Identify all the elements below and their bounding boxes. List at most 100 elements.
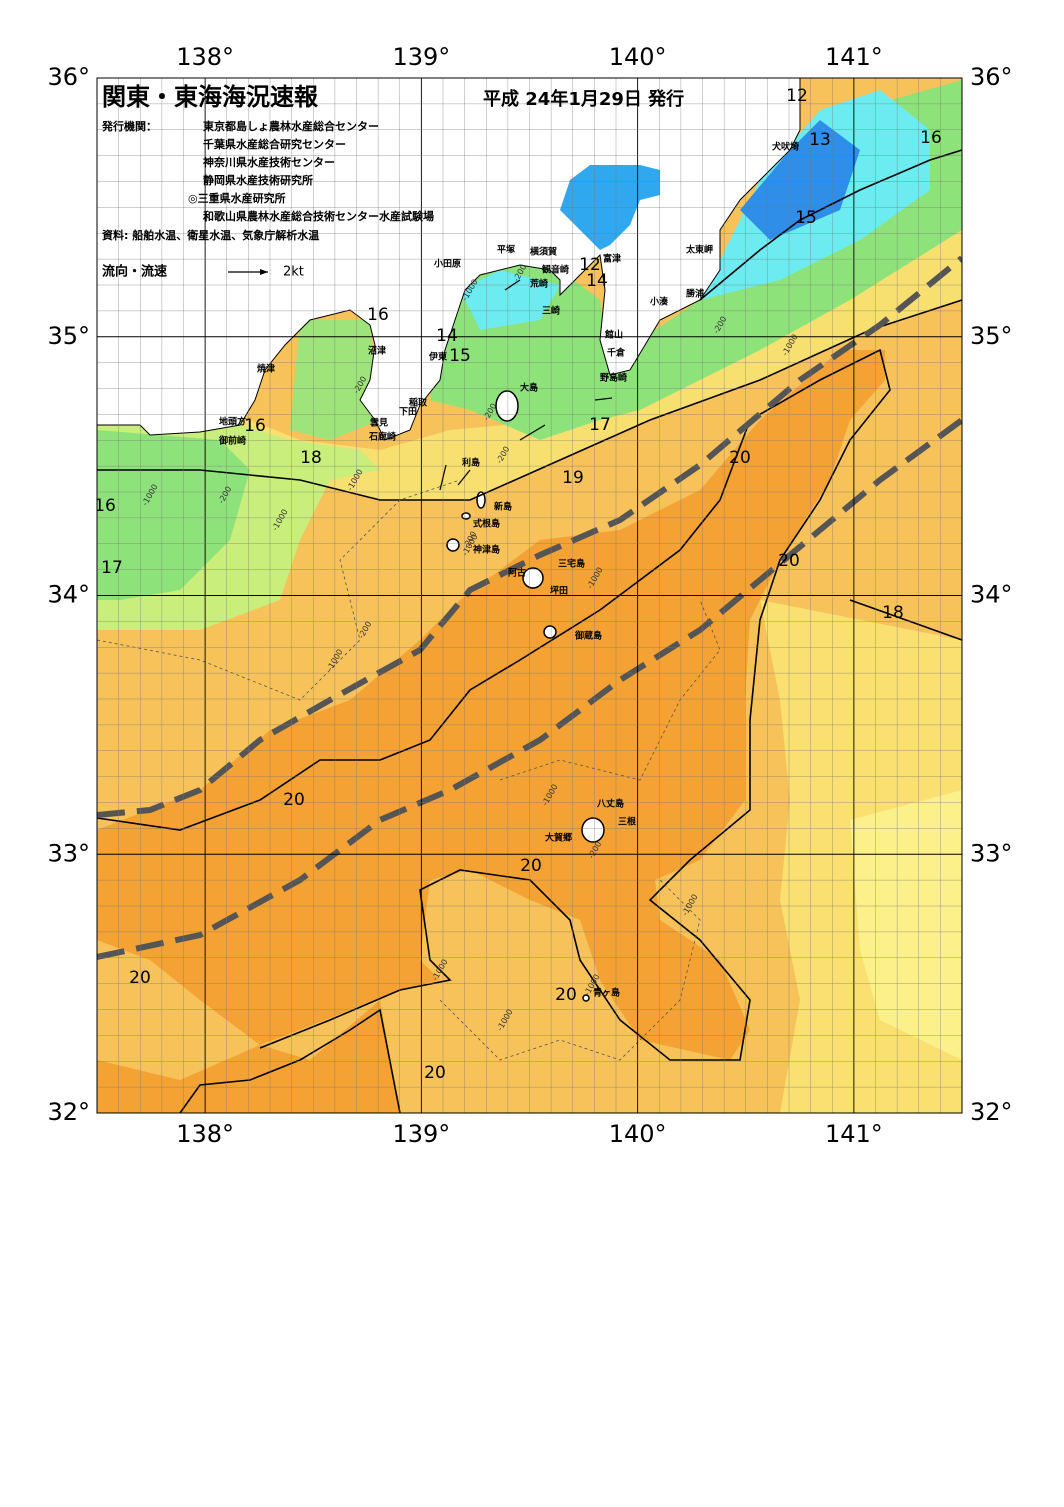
- isotherm-label: 16: [367, 305, 389, 325]
- lat-label: 34°: [970, 581, 1013, 609]
- place-name: 下田: [399, 407, 417, 418]
- kuroshio-axis: [97, 255, 962, 960]
- island: [522, 567, 544, 589]
- current-arrow: [439, 464, 447, 491]
- legend-speed: 2kt: [283, 265, 304, 280]
- lat-label: 33°: [47, 839, 90, 867]
- lon-label: 141°: [825, 43, 883, 71]
- place-name: 御蔵島: [574, 630, 602, 642]
- isotherm-label: 19: [562, 468, 584, 488]
- place-name: 大賀郷: [545, 832, 572, 844]
- isotherm: [97, 299, 962, 501]
- issuer: 神奈川県水産技術センター: [203, 155, 335, 169]
- isotherm-label: 14: [586, 271, 608, 291]
- kuroshio-line: [97, 417, 962, 960]
- lat-label: 34°: [47, 581, 90, 609]
- place-name: 地頭方: [219, 416, 246, 428]
- isotherm-label: 14: [436, 326, 458, 346]
- place-name: 伊東: [428, 351, 447, 363]
- isotherm-label: 20: [520, 856, 542, 876]
- isotherm-label: 18: [882, 603, 904, 623]
- lon-label: 138°: [176, 43, 234, 71]
- place-name: 稲取: [409, 397, 428, 409]
- place-name: 御前崎: [218, 435, 246, 447]
- place-name: 新島: [494, 501, 512, 513]
- isotherm-label: 18: [300, 448, 322, 468]
- lon-label: 139°: [392, 1120, 450, 1148]
- lon-label: 139°: [392, 43, 450, 71]
- depth-contour: [97, 479, 461, 701]
- place-name: 館山: [604, 329, 623, 341]
- place-name: 焼津: [257, 363, 275, 375]
- issuer-label: 発行機関：: [101, 119, 157, 133]
- island: [581, 817, 605, 843]
- place-name: 観音崎: [542, 264, 569, 276]
- place-name: 犬吠埼: [771, 141, 799, 153]
- place-name: 荒崎: [529, 278, 548, 290]
- isotherm-label: 20: [778, 551, 800, 571]
- island: [461, 512, 471, 520]
- current-arrow: [504, 279, 521, 291]
- issue-date: 平成 24年1月29日 発行: [483, 88, 684, 110]
- isotherm-label: 16: [94, 496, 116, 516]
- place-name: 野島崎: [600, 372, 627, 384]
- place-name: 青ヶ島: [593, 987, 620, 999]
- current-arrow: [519, 424, 546, 441]
- place-name: 八丈島: [596, 798, 624, 810]
- isotherm-label: 20: [129, 968, 151, 988]
- grid: [97, 78, 962, 1113]
- current-arrow: [594, 397, 613, 401]
- isotherm: [849, 599, 962, 641]
- place-name: 三根: [618, 816, 637, 828]
- island: [495, 390, 519, 422]
- sea-light-yellow: [850, 790, 962, 1060]
- sea-green: [97, 430, 250, 600]
- lat-label: 36°: [47, 63, 90, 91]
- place-name: 式根島: [473, 518, 500, 530]
- lon-label: 140°: [609, 43, 667, 71]
- lon-label: 138°: [176, 1120, 234, 1148]
- lon-label: 141°: [825, 1120, 883, 1148]
- place-name: 石廊崎: [368, 431, 396, 443]
- place-name: 神津島: [473, 544, 500, 556]
- place-name: 三宅島: [558, 558, 585, 570]
- legend-label: 流向・流速: [102, 264, 167, 280]
- isotherm: [699, 149, 962, 301]
- sea-blue: [740, 120, 860, 240]
- isotherm-label: 12: [786, 86, 808, 106]
- place-name: 勝浦: [686, 288, 704, 300]
- islands: [446, 390, 605, 1002]
- current-arrows: [439, 279, 613, 491]
- isotherm-label: 16: [244, 416, 266, 436]
- map-frame: [96, 77, 963, 1114]
- place-name: 富津: [603, 253, 621, 265]
- lat-label: 35°: [47, 322, 90, 350]
- lat-label: 32°: [47, 1098, 90, 1126]
- legend-arrow-head: [260, 269, 268, 275]
- place-name: 阿古: [508, 567, 526, 579]
- place-name: 千倉: [607, 347, 626, 359]
- island: [446, 538, 460, 552]
- issuer: 千葉県水産総合研究センター: [203, 137, 346, 151]
- isotherm: [179, 1008, 401, 1113]
- title: 関東・東海海況速報: [102, 83, 319, 111]
- lat-label: 35°: [970, 322, 1013, 350]
- place-name: 太東岬: [685, 244, 713, 256]
- kuroshio-line: [97, 255, 962, 818]
- place-name: 坪田: [550, 585, 568, 597]
- depth-contour: [439, 879, 701, 1061]
- isotherm-label: 20: [283, 790, 305, 810]
- island: [543, 625, 557, 639]
- place-name: 小田原: [433, 258, 461, 270]
- isotherm-label: 20: [729, 448, 751, 468]
- isotherm-label: 13: [809, 130, 831, 150]
- place-name: 沼津: [368, 345, 386, 357]
- current-arrow: [457, 469, 471, 486]
- isotherm-label: 17: [589, 415, 611, 435]
- issuer: 和歌山県農林水産総合技術センター水産試験場: [203, 209, 434, 223]
- depth-contour: [499, 599, 721, 781]
- isotherm-label: 20: [555, 985, 577, 1005]
- issuer: 東京都島しょ農林水産総合センター: [203, 119, 379, 133]
